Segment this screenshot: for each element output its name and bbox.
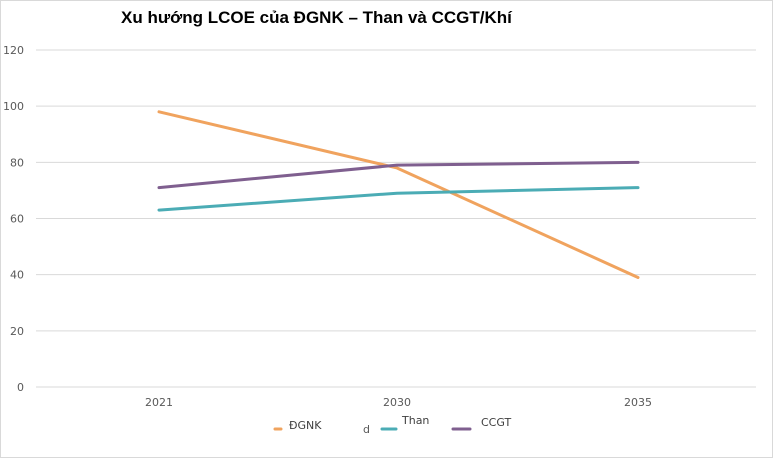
- series-line-than: [157, 186, 640, 212]
- x-axis-ticks: 2021 2030 2035: [145, 396, 652, 409]
- y-tick-label: 100: [3, 100, 24, 113]
- y-tick-label: 0: [17, 381, 24, 394]
- legend-label-ccgt: CCGT: [481, 416, 511, 429]
- y-tick-label: 20: [10, 325, 24, 338]
- series-line-đgnk: [157, 110, 640, 279]
- legend-stray-text: d: [363, 423, 370, 436]
- series-lines: [157, 110, 640, 279]
- chart-title: Xu hướng LCOE của ĐGNK – Than và CCGT/Kh…: [121, 8, 513, 27]
- y-tick-label: 40: [10, 269, 24, 282]
- y-axis-ticks: 0 20 40 60 80 100 120: [3, 44, 24, 394]
- legend-label-than: Than: [401, 414, 429, 427]
- legend: d ĐGNK Than CCGT: [273, 414, 511, 436]
- x-tick-label: 2021: [145, 396, 173, 409]
- y-tick-label: 120: [3, 44, 24, 57]
- y-tick-label: 60: [10, 213, 24, 226]
- x-tick-label: 2030: [383, 396, 411, 409]
- y-tick-label: 80: [10, 156, 24, 169]
- x-tick-label: 2035: [624, 396, 652, 409]
- series-line-ccgt: [157, 160, 640, 190]
- legend-label-đgnk: ĐGNK: [289, 419, 322, 432]
- grid-lines: [36, 49, 756, 388]
